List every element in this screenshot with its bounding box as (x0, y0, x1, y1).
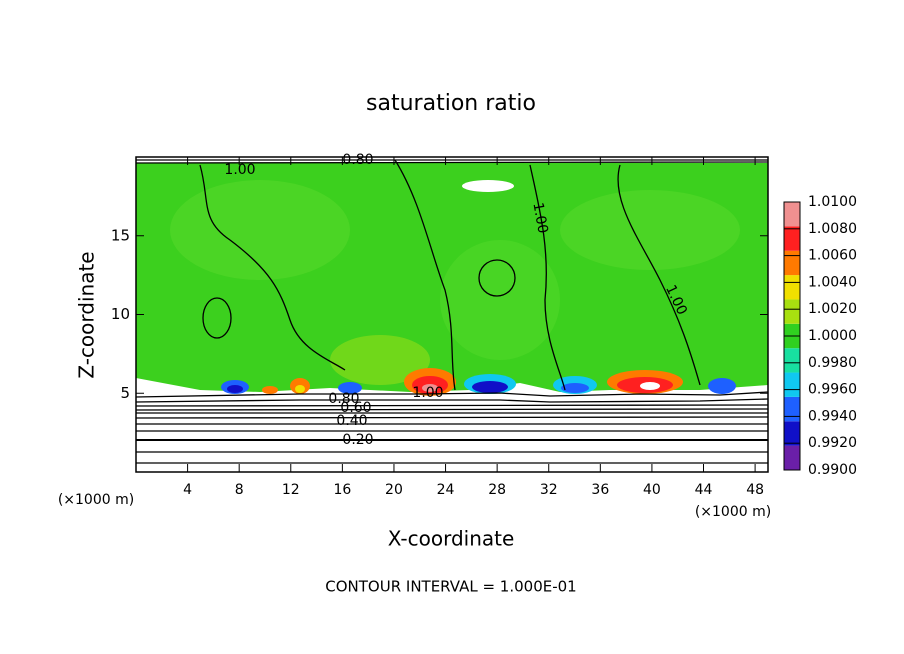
x-tick-label: 44 (695, 482, 713, 498)
x-unit: (×1000 m) (695, 504, 771, 520)
colorbar-swatch (784, 250, 800, 276)
colorbar-label: 1.0040 (808, 274, 857, 290)
x-tick-label: 16 (333, 482, 351, 498)
x-tick-label: 36 (591, 482, 609, 498)
colorbar-label: 0.9960 (808, 382, 857, 398)
x-tick-label: 32 (540, 482, 558, 498)
y-tick-label: 15 (111, 226, 130, 244)
x-tick-label: 28 (488, 482, 506, 498)
colorbar-label: 0.9900 (808, 462, 857, 478)
colorbar-swatch (784, 226, 800, 251)
chart-title: saturation ratio (366, 91, 536, 116)
contour-label: 0.80 (342, 152, 373, 168)
colorbar-swatch (784, 445, 800, 470)
colorbar-label: 0.9940 (808, 408, 857, 424)
x-tick-label: 20 (385, 482, 403, 498)
x-tick-label: 24 (437, 482, 455, 498)
contour-label: 0.20 (342, 432, 373, 448)
colorbar-swatch (784, 202, 800, 227)
contour-label: 1.00 (529, 201, 550, 234)
contour-label: 1.00 (224, 162, 255, 178)
colorbar-label: 1.0080 (808, 221, 857, 237)
x-axis-label: X-coordinate (388, 527, 515, 551)
colorbar-label: 1.0100 (808, 194, 857, 210)
colorbar-swatch (784, 348, 800, 373)
colorbar-label: 0.9920 (808, 435, 857, 451)
x-tick-label: 8 (235, 482, 244, 498)
x-tick-label: 4 (183, 482, 192, 498)
y-axis-label: Z-coordinate (75, 251, 99, 378)
colorbar-swatch (784, 421, 800, 446)
colorbar-swatch (784, 275, 800, 300)
y-tick-label: 10 (111, 305, 130, 323)
colorbar-swatch (784, 299, 800, 324)
contour-note: CONTOUR INTERVAL = 1.000E-01 (325, 578, 576, 596)
contour-label: 0.60 (340, 400, 371, 416)
x-tick-label: 12 (282, 482, 300, 498)
x-tick-label: 40 (643, 482, 661, 498)
colorbar-label: 1.0020 (808, 301, 857, 317)
y-unit: (×1000 m) (58, 492, 134, 508)
colorbar-label: 0.9980 (808, 355, 857, 371)
contour-field (136, 157, 768, 472)
colorbar-label: 1.0000 (808, 328, 857, 344)
y-tick-label: 5 (120, 384, 130, 402)
colorbar-swatch (784, 396, 800, 422)
x-tick-label: 48 (746, 482, 764, 498)
contour-label: 0.80 (328, 391, 359, 407)
colorbar-label: 1.0060 (808, 248, 857, 264)
contour-label: 1.00 (412, 385, 443, 401)
colorbar-swatch (784, 372, 800, 397)
contour-label: 0.40 (336, 413, 367, 429)
